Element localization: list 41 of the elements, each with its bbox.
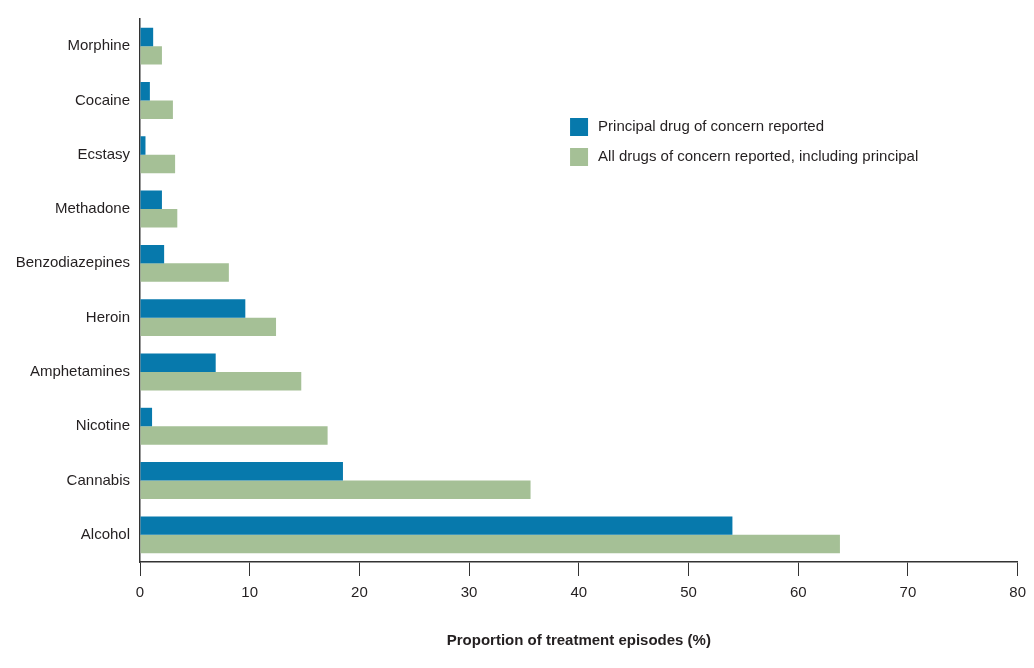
bar xyxy=(140,81,150,101)
bar xyxy=(140,426,328,445)
bar xyxy=(140,100,173,119)
y-tick-label: Cocaine xyxy=(74,90,130,108)
x-tick-label: 60 xyxy=(789,583,807,601)
y-tick-label: Benzodiazepines xyxy=(15,253,130,271)
x-tick-label: 20 xyxy=(351,583,368,601)
bar xyxy=(140,534,840,554)
bar xyxy=(140,407,153,427)
bar xyxy=(140,353,216,372)
y-tick-label: Ecstasy xyxy=(77,144,131,162)
x-tick-label: 80 xyxy=(1009,583,1026,601)
x-tick-label: 70 xyxy=(899,583,917,601)
bar xyxy=(140,154,176,174)
bar xyxy=(140,462,343,481)
bar xyxy=(140,190,162,210)
y-tick-label: Morphine xyxy=(67,36,130,54)
bar xyxy=(140,244,165,264)
legend-label: All drugs of concern reported, including principal xyxy=(598,147,919,165)
bar xyxy=(140,371,302,391)
x-tick-label: 0 xyxy=(135,583,145,601)
x-axis-title: Proportion of treatment episodes (%) xyxy=(446,631,711,649)
bar xyxy=(140,480,531,500)
bar xyxy=(140,263,229,282)
y-tick-label: Amphetamines xyxy=(29,362,130,380)
x-tick-label: 40 xyxy=(570,583,588,601)
legend-label: Principal drug of concern reported xyxy=(598,117,825,135)
y-tick-label: Alcohol xyxy=(80,524,130,542)
x-tick-label: 30 xyxy=(460,583,478,601)
x-tick-label: 10 xyxy=(241,583,259,601)
y-tick-label: Methadone xyxy=(54,199,130,217)
y-tick-label: Nicotine xyxy=(75,416,130,434)
bar xyxy=(140,317,277,337)
bar xyxy=(140,209,178,228)
bar xyxy=(140,516,733,535)
bar xyxy=(140,27,154,47)
bar xyxy=(140,299,246,318)
y-tick-label: Cannabis xyxy=(66,470,130,488)
bar xyxy=(140,46,162,65)
x-tick-label: 50 xyxy=(680,583,697,601)
y-tick-label: Heroin xyxy=(85,307,130,325)
